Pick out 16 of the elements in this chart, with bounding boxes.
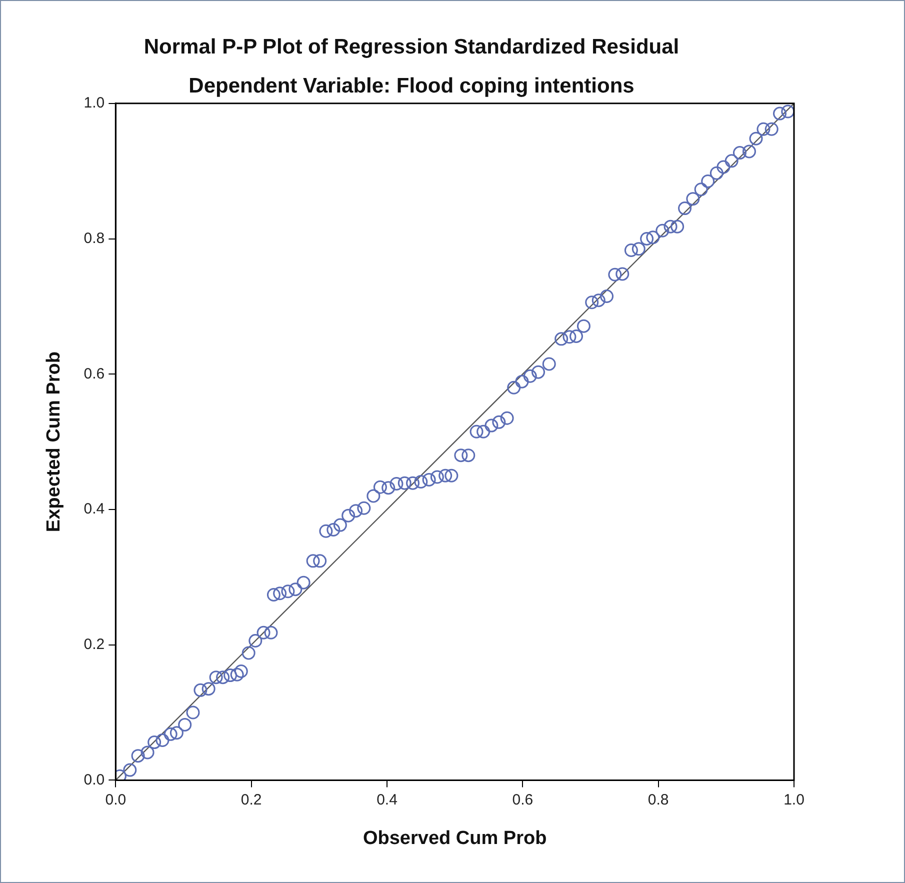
y-tick-label: 1.0 xyxy=(84,94,105,112)
chart-title: Normal P-P Plot of Regression Standardized Residual xyxy=(144,35,680,58)
y-tick-label: 0.2 xyxy=(84,636,105,653)
x-tick-label: 1.0 xyxy=(784,791,804,808)
chart-subtitle: Dependent Variable: Flood coping intentions xyxy=(188,74,634,98)
y-tick-label: 0.0 xyxy=(84,771,105,788)
x-tick-label: 0.2 xyxy=(240,791,262,808)
x-tick-label: 0.8 xyxy=(648,791,669,808)
x-tick-label: 0.0 xyxy=(105,791,126,808)
y-tick-label: 0.4 xyxy=(84,500,105,518)
y-axis-title: Expected Cum Prob xyxy=(44,352,65,532)
x-tick-label: 0.6 xyxy=(512,791,534,808)
x-tick-label: 0.4 xyxy=(376,791,398,808)
y-tick-label: 0.6 xyxy=(84,365,105,382)
y-tick-label: 0.8 xyxy=(84,230,105,247)
x-axis-title: Observed Cum Prob xyxy=(362,828,547,849)
